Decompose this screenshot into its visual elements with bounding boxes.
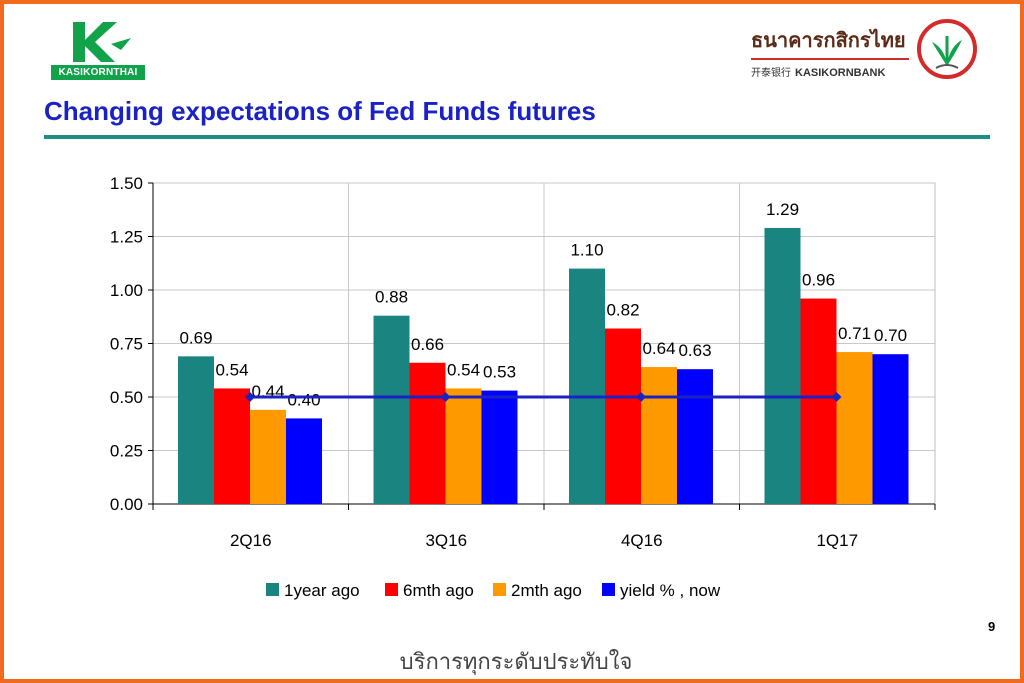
- bar-2-1Q17: [836, 352, 873, 504]
- data-label: 0.70: [874, 326, 907, 345]
- y-tick-label: 0.25: [110, 442, 143, 461]
- legend-label: 6mth ago: [403, 581, 474, 600]
- bar-0-2Q16: [178, 356, 214, 504]
- page-number: 9: [988, 619, 996, 634]
- bar-3-2Q16: [286, 418, 322, 504]
- data-label: 0.54: [215, 360, 248, 379]
- data-label: 0.63: [678, 341, 711, 360]
- bar-0-1Q17: [764, 227, 801, 504]
- legend-swatch: [266, 583, 279, 596]
- bar-1-4Q16: [605, 328, 641, 504]
- data-label: 0.53: [483, 363, 516, 382]
- kasikornbank-english-text: KASIKORNBANK: [795, 67, 886, 79]
- bar-2-2Q16: [250, 409, 286, 504]
- data-label: 0.96: [802, 271, 835, 290]
- data-label: 0.88: [375, 288, 408, 307]
- kasikornbank-english-name: 开泰银行 KASIKORNBANK: [751, 64, 885, 79]
- reference-marker: [245, 392, 255, 402]
- kasikornbank-chinese-name: 开泰银行: [751, 68, 791, 79]
- x-tick-label: 1Q17: [816, 531, 858, 550]
- title-divider: [44, 135, 990, 139]
- legend-swatch: [493, 583, 506, 596]
- reference-marker: [440, 392, 451, 402]
- legend-label: 1year ago: [284, 581, 360, 600]
- rice-plant-logo-icon: [917, 19, 977, 79]
- k-mark-icon: [73, 22, 131, 62]
- bar-3-4Q16: [677, 369, 713, 504]
- y-tick-label: 1.50: [110, 174, 143, 193]
- data-label: 0.64: [642, 339, 675, 358]
- bar-0-3Q16: [373, 315, 410, 504]
- x-tick-label: 2Q16: [230, 531, 272, 550]
- fed-funds-chart: 0.000.250.500.751.001.251.500.690.540.44…: [110, 174, 936, 600]
- legend-swatch: [385, 583, 398, 596]
- bar-2-4Q16: [641, 367, 677, 504]
- data-label: 0.69: [179, 328, 212, 347]
- kasikornthai-logo-text: KASIKORNTHAI: [51, 65, 145, 80]
- bar-2-3Q16: [445, 388, 482, 504]
- logo-underline: [751, 58, 909, 60]
- kasikornbank-logo: ธนาคารกสิกรไทย 开泰银行 KASIKORNBANK: [748, 18, 980, 80]
- y-tick-label: 0.75: [110, 335, 143, 354]
- reference-marker: [636, 392, 646, 402]
- bar-1-2Q16: [214, 388, 250, 504]
- y-tick-label: 1.00: [110, 281, 143, 300]
- legend-label: 2mth ago: [511, 581, 582, 600]
- y-tick-label: 0.50: [110, 388, 143, 407]
- data-label: 0.66: [411, 335, 444, 354]
- reference-marker: [831, 392, 842, 402]
- bar-3-3Q16: [481, 390, 518, 504]
- footer-slogan: บริการทุกระดับประทับใจ: [399, 650, 633, 675]
- bar-1-1Q17: [800, 298, 837, 504]
- slide-title: Changing expectations of Fed Funds futur…: [44, 96, 596, 126]
- bar-0-4Q16: [569, 268, 605, 504]
- x-tick-label: 4Q16: [621, 531, 663, 550]
- x-tick-label: 3Q16: [425, 531, 467, 550]
- kasikornthai-logo: KASIKORNTHAI: [51, 18, 145, 80]
- legend-swatch: [602, 583, 615, 596]
- data-label: 1.10: [570, 241, 603, 260]
- bar-3-1Q17: [872, 354, 909, 504]
- data-label: 0.82: [606, 301, 639, 320]
- data-label: 0.40: [287, 390, 320, 409]
- y-tick-label: 0.00: [110, 495, 143, 514]
- legend-label: yield % , now: [620, 581, 721, 600]
- data-label: 0.54: [447, 360, 480, 379]
- bar-1-3Q16: [409, 362, 446, 504]
- kasikornbank-thai-name: ธนาคารกสิกรไทย: [751, 28, 906, 52]
- y-tick-label: 1.25: [110, 228, 143, 247]
- data-label: 0.71: [838, 324, 871, 343]
- data-label: 1.29: [766, 200, 799, 219]
